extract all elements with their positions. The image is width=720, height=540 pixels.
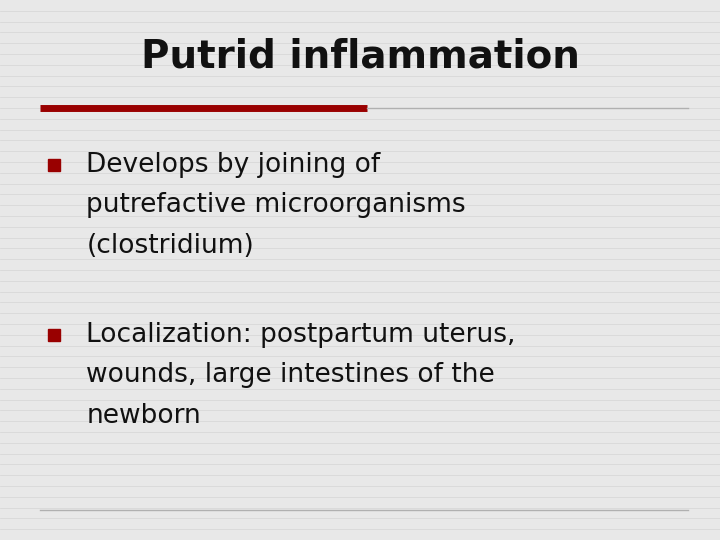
Text: (clostridium): (clostridium) bbox=[86, 233, 254, 259]
FancyBboxPatch shape bbox=[48, 159, 60, 171]
Text: Putrid inflammation: Putrid inflammation bbox=[140, 38, 580, 76]
Text: wounds, large intestines of the: wounds, large intestines of the bbox=[86, 362, 495, 388]
Text: newborn: newborn bbox=[86, 403, 201, 429]
Text: Develops by joining of: Develops by joining of bbox=[86, 152, 381, 178]
Text: Localization: postpartum uterus,: Localization: postpartum uterus, bbox=[86, 322, 516, 348]
Text: putrefactive microorganisms: putrefactive microorganisms bbox=[86, 192, 466, 218]
FancyBboxPatch shape bbox=[48, 329, 60, 341]
